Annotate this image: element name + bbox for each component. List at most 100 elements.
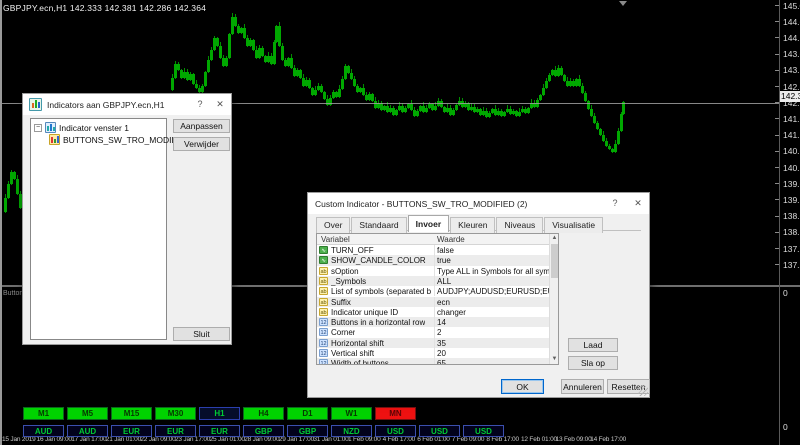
price-axis-label: 137.700	[783, 243, 800, 254]
candle-candle	[383, 106, 386, 110]
tab-kleuren[interactable]: Kleuren	[450, 217, 496, 233]
candle-left-candle	[7, 184, 10, 198]
timeframe-button-m1[interactable]: M1	[23, 407, 64, 420]
param-row[interactable]: ab sOption Type ALL in Symbols for all sym…	[317, 265, 549, 276]
candle-candle	[368, 94, 371, 100]
param-row[interactable]: 12 Corner 2	[317, 327, 549, 338]
table-scrollbar[interactable]: ▲ ▼	[549, 234, 558, 364]
tab-visualisatie[interactable]: Visualisatie	[544, 217, 604, 233]
currency-button-usd-8[interactable]: USD	[375, 425, 416, 437]
candle-candle	[350, 73, 353, 79]
scroll-up-icon[interactable]: ▲	[550, 234, 558, 243]
column-divider	[434, 275, 435, 287]
param-row[interactable]: 12 Horizontal shift 35	[317, 337, 549, 348]
param-value[interactable]: true	[437, 256, 451, 266]
tree-node-window-label: Indicator venster 1	[59, 122, 129, 133]
param-value[interactable]: 2	[437, 328, 442, 338]
tree-collapse-icon[interactable]: −	[34, 123, 42, 132]
current-price-tag: 142.364	[780, 91, 800, 102]
timeframe-button-m15[interactable]: M15	[111, 407, 152, 420]
param-value[interactable]: changer	[437, 307, 466, 317]
currency-button-gbp-6[interactable]: GBP	[287, 425, 328, 437]
timeframe-button-mn[interactable]: MN	[375, 407, 416, 420]
timeframe-button-d1[interactable]: D1	[287, 407, 328, 420]
tab-over[interactable]: Over	[316, 217, 351, 233]
currency-button-eur-3[interactable]: EUR	[155, 425, 196, 437]
tab-niveaus[interactable]: Niveaus	[496, 217, 544, 233]
tab-invoer[interactable]: Invoer	[407, 215, 450, 232]
tree-node-indicator[interactable]: BUTTONS_SW_TRO_MODIFIED (2)	[49, 134, 204, 145]
timeframe-button-h4[interactable]: H4	[243, 407, 284, 420]
cancel-button[interactable]: Annuleren	[561, 379, 604, 394]
currency-button-usd-9[interactable]: USD	[419, 425, 460, 437]
candle-candle	[563, 75, 566, 81]
param-row[interactable]: ab Indicator unique ID changer	[317, 306, 549, 318]
tree-node-window[interactable]: − Indicator venster 1	[34, 122, 129, 133]
custom-indicator-titlebar[interactable]: Custom Indicator - BUTTONS_SW_TRO_MODIFI…	[308, 193, 649, 214]
param-value[interactable]: false	[437, 246, 454, 255]
candle-candle	[246, 38, 249, 46]
param-value[interactable]: ALL	[437, 276, 452, 286]
remove-button[interactable]: Verwijder	[173, 137, 230, 151]
help-icon[interactable]: ?	[612, 198, 618, 208]
currency-button-aud-0[interactable]: AUD	[23, 425, 64, 437]
currency-button-eur-2[interactable]: EUR	[111, 425, 152, 437]
timeframe-button-m5[interactable]: M5	[67, 407, 108, 420]
candle-candle	[455, 105, 458, 110]
close-icon[interactable]: ✕	[634, 198, 642, 208]
column-divider	[434, 306, 435, 318]
scrollbar-thumb[interactable]	[551, 244, 558, 278]
candle-candle	[602, 135, 605, 141]
timeframe-button-h1[interactable]: H1	[199, 407, 240, 420]
currency-button-usd-10[interactable]: USD	[463, 425, 504, 437]
candle-candle	[332, 92, 335, 98]
candle-candle	[222, 58, 225, 66]
timeframe-button-m30[interactable]: M30	[155, 407, 196, 420]
currency-button-eur-4[interactable]: EUR	[199, 425, 240, 437]
close-button[interactable]: Sluit	[173, 327, 230, 341]
param-row[interactable]: 12 Buttons in a horizontal row 14	[317, 317, 549, 328]
help-icon[interactable]: ?	[197, 99, 203, 109]
indicators-dialog-titlebar[interactable]: Indicators aan GBPJPY.ecn,H1 ? ✕	[23, 94, 231, 115]
param-value[interactable]: 65	[437, 359, 446, 365]
tab-standaard[interactable]: Standaard	[351, 217, 407, 233]
currency-button-gbp-5[interactable]: GBP	[243, 425, 284, 437]
param-name: Corner	[331, 328, 356, 338]
timeframe-button-w1[interactable]: W1	[331, 407, 372, 420]
inputs-table[interactable]: Variabel Waarde ∿ TURN_OFF false ∿ SHOW_CAND…	[316, 233, 559, 365]
param-value[interactable]: 20	[437, 349, 446, 358]
indicator-tree[interactable]: − Indicator venster 1 BUTTONS_SW_TRO_MOD…	[30, 118, 204, 340]
param-row[interactable]: 12 Width of buttons 65	[317, 358, 549, 365]
param-row[interactable]: 12 Vertical shift 20	[317, 348, 549, 359]
param-value[interactable]: ecn	[437, 297, 450, 307]
price-axis-label: 140.650	[783, 146, 800, 157]
candle-candle	[356, 86, 359, 92]
param-value[interactable]: Type ALL in Symbols for all symbols	[437, 266, 549, 276]
param-row[interactable]: ∿ SHOW_CANDLE_COLOR true	[317, 255, 549, 266]
candle-candle	[542, 88, 545, 95]
close-icon[interactable]: ✕	[216, 99, 224, 109]
candle-candle	[335, 92, 338, 97]
save-button[interactable]: Sla op	[568, 356, 618, 370]
param-row[interactable]: ab _Symbols ALL	[317, 275, 549, 287]
column-divider	[434, 245, 435, 256]
time-axis-label: 25 Jan 01:00	[209, 436, 245, 443]
param-type-str-icon: ab	[319, 276, 328, 285]
edit-button[interactable]: Aanpassen	[173, 119, 230, 133]
param-name: _Symbols	[331, 276, 367, 286]
scroll-down-icon[interactable]: ▼	[550, 355, 558, 364]
candle-candle	[521, 109, 524, 112]
param-row[interactable]: ∿ TURN_OFF false	[317, 245, 549, 256]
candle-candle	[515, 111, 518, 116]
param-value[interactable]: 35	[437, 338, 446, 348]
candle-candle	[192, 74, 195, 84]
param-value[interactable]: 14	[437, 318, 446, 328]
currency-button-aud-1[interactable]: AUD	[67, 425, 108, 437]
param-row[interactable]: ab Suffix ecn	[317, 296, 549, 307]
param-value[interactable]: AUDJPY;AUDUSD;EURUSD;EURGBP;E...	[437, 287, 549, 297]
currency-button-nzd-7[interactable]: NZD	[331, 425, 372, 437]
ok-button[interactable]: OK	[501, 379, 544, 394]
resize-grip[interactable]	[638, 386, 648, 396]
load-button[interactable]: Laad	[568, 338, 618, 352]
